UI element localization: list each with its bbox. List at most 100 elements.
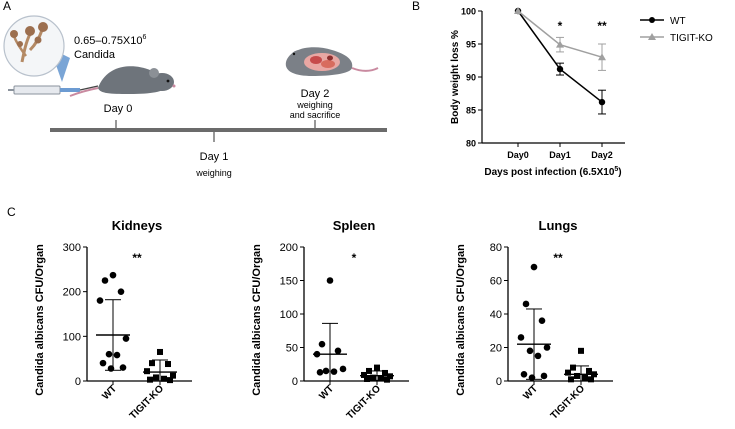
data-point <box>149 360 155 367</box>
x-tick-label: TIGIT-KO <box>345 383 384 422</box>
legend-label-wt: WT <box>670 16 686 27</box>
y-axis-label: Body weight loss % <box>450 30 461 124</box>
data-point <box>588 376 594 383</box>
data-point <box>556 65 564 73</box>
data-point <box>528 374 536 381</box>
panel-label-a: A <box>3 0 11 13</box>
y-tick-label: 50 <box>286 343 298 355</box>
y-tick-label: 80 <box>466 139 476 149</box>
data-point <box>161 375 167 382</box>
data-point <box>520 371 528 378</box>
spleen-chart: Spleen 0 50 100 150 200 Candida albicans CFU/O… <box>251 218 409 422</box>
kidneys-chart: Kidneys 0 100 200 300 Candida albicans CFU/Or… <box>34 218 192 422</box>
data-point <box>378 375 384 382</box>
data-point <box>586 367 592 374</box>
significance-marker: ** <box>553 251 563 265</box>
y-tick-label: 95 <box>466 40 476 50</box>
x-tick-label: Day2 <box>591 150 613 160</box>
x-tick-label: TIGIT-KO <box>128 383 167 422</box>
data-point <box>568 376 574 383</box>
panel-label-b: B <box>412 0 420 13</box>
data-point <box>339 365 347 373</box>
y-tick-label: 80 <box>490 242 502 254</box>
data-point <box>313 350 321 358</box>
x-tick-label: WT <box>317 383 336 402</box>
x-tick-label: WT <box>521 383 540 402</box>
y-tick-label: 20 <box>490 343 502 355</box>
significance-marker: ** <box>597 19 607 33</box>
y-tick-label: 100 <box>63 331 81 343</box>
data-point <box>538 317 546 325</box>
significance-marker: ** <box>132 251 142 265</box>
x-tick-label: TIGIT-KO <box>549 383 588 422</box>
y-axis-label: Candida albicans CFU/Organ <box>455 244 467 396</box>
data-point <box>574 372 580 379</box>
y-axis-label: Candida albicans CFU/Organ <box>34 244 46 396</box>
data-point <box>316 368 324 376</box>
lungs-chart: Lungs 0 20 40 60 80 Candida albicans CFU/Organ… <box>455 218 613 422</box>
data-point <box>326 277 334 284</box>
data-point <box>322 367 330 375</box>
y-axis-label: Candida albicans CFU/Organ <box>251 244 263 396</box>
data-point <box>598 98 606 106</box>
day0-label: Day 0 <box>104 103 133 115</box>
data-point <box>543 344 551 351</box>
day1-label: Day 1 <box>200 151 229 163</box>
dose-organism-label: Candida <box>74 49 116 61</box>
data-point <box>153 374 159 381</box>
legend-label-tigit-ko: TIGIT-KO <box>670 33 713 44</box>
significance-marker: * <box>558 19 563 33</box>
day2-note-line1: weighing <box>296 100 333 110</box>
data-point <box>540 372 548 380</box>
data-point <box>165 361 171 368</box>
timeline-panel: 0.65–0.75X106 Candida Day 0 <box>3 15 387 178</box>
syringe-icon <box>8 85 99 95</box>
y-tick-label: 85 <box>466 106 476 116</box>
day2-label: Day 2 <box>301 88 330 100</box>
candida-bubble-icon <box>3 15 70 82</box>
dissected-mouse-icon <box>285 47 379 76</box>
data-point <box>366 367 372 374</box>
data-point <box>582 374 588 381</box>
data-point <box>556 40 564 48</box>
chart-title: Kidneys <box>112 218 163 233</box>
data-point <box>119 364 127 371</box>
body-weight-chart: 80 85 90 95 100 Day0 Day1 Day2 Days post infecti… <box>450 7 713 179</box>
x-tick-label: Day1 <box>549 150 571 160</box>
data-point <box>522 300 530 308</box>
data-point <box>107 365 115 372</box>
y-tick-label: 40 <box>490 309 502 321</box>
data-point <box>387 373 393 380</box>
significance-marker: * <box>352 251 357 265</box>
data-point <box>384 376 390 383</box>
data-point <box>361 371 367 378</box>
y-tick-label: 0 <box>292 376 298 388</box>
data-point <box>170 372 176 379</box>
y-tick-label: 150 <box>280 276 298 288</box>
y-tick-label: 90 <box>466 73 476 83</box>
data-point <box>517 334 525 341</box>
chart-title: Lungs <box>539 218 578 233</box>
data-point <box>382 369 388 376</box>
data-point <box>122 335 130 342</box>
data-point <box>591 371 597 378</box>
timeline-bar <box>50 128 387 132</box>
data-point <box>109 271 117 279</box>
x-tick-label: WT <box>100 383 119 402</box>
data-point <box>101 277 109 284</box>
day2-note-line2: and sacrifice <box>290 110 341 120</box>
data-point <box>578 347 584 354</box>
y-tick-label: 60 <box>490 276 502 288</box>
data-point <box>526 347 534 355</box>
data-point <box>514 7 522 14</box>
data-point <box>334 347 342 355</box>
y-tick-label: 100 <box>280 309 298 321</box>
data-point <box>370 374 376 381</box>
data-point <box>96 297 104 304</box>
y-tick-label: 200 <box>280 242 298 254</box>
y-tick-label: 0 <box>75 376 81 388</box>
data-point <box>105 350 113 358</box>
data-point <box>565 369 571 376</box>
data-point <box>113 351 121 359</box>
y-tick-label: 100 <box>461 7 476 17</box>
